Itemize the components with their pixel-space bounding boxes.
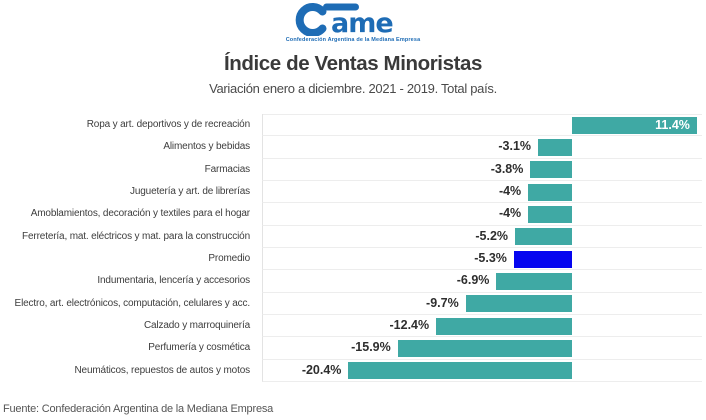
category-label: Alimentos y bebidas (163, 141, 250, 153)
value-label: -9.7% (426, 295, 459, 310)
category-label: Ropa y art. deportivos y de recreación (86, 119, 250, 130)
value-label: -4% (498, 183, 522, 198)
bar-row: Farmacias -3.8% (0, 158, 702, 181)
value-label: -12.4% (389, 317, 430, 332)
plot-cell: -6.9% (262, 270, 702, 293)
bar-row: Indumentaria, lencería y accesorios -6.9% (0, 270, 702, 293)
bar (496, 272, 572, 290)
category-label: Indumentaria, lencería y accesorios (97, 275, 250, 287)
bar-row: Amoblamientos, decoración y textiles par… (0, 203, 702, 226)
bar-row: Neumáticos, repuestos de autos y motos -2… (0, 359, 702, 382)
value-label: -3.1% (498, 139, 532, 154)
category-label: Juguetería y art. de librerías (129, 185, 250, 197)
chart-subtitle: Variación enero a diciembre. 2021 - 2019… (209, 81, 497, 96)
plot-cell: -5.2% (262, 225, 702, 248)
bar (528, 205, 572, 223)
bar-row: Alimentos y bebidas -3.1% (0, 136, 702, 159)
bar-row: Ferretería, mat. eléctricos y mat. para … (0, 225, 702, 248)
plot-cell: -4% (262, 180, 702, 204)
plot-cell: -4% (262, 203, 702, 226)
category-label: Amoblamientos, decoración y textiles par… (30, 208, 250, 220)
value-label: -5.2% (475, 228, 509, 243)
source-note: Fuente: Confederación Argentina de la Me… (3, 403, 274, 415)
plot-cell: -15.9% (262, 337, 702, 360)
plot-cell: -3.8% (262, 158, 702, 181)
plot-cell: -3.1% (262, 136, 702, 159)
category-label: Electro, art. electrónicos, computación,… (14, 297, 251, 309)
bar (528, 183, 572, 201)
bar (436, 317, 572, 335)
value-label: -4% (498, 206, 522, 221)
bar (538, 138, 572, 156)
plot-top-gridline (262, 114, 702, 115)
category-label: Ferretería, mat. eléctricos y mat. para … (22, 230, 250, 242)
svg-text:ame: ame (331, 8, 393, 36)
plot-cell: 11.4% (262, 114, 702, 137)
value-label: -3.8% (490, 161, 524, 176)
bar (515, 228, 572, 246)
value-label: 11.4% (655, 117, 690, 132)
plot-cell: -9.7% (262, 292, 702, 315)
value-label: -5.3% (474, 250, 507, 265)
plot-cell: -5.3% (262, 247, 702, 271)
bar (348, 362, 572, 380)
came-logo: ame Confederación Argentina de la Median… (0, 2, 706, 43)
bar (513, 250, 572, 268)
logo-tagline: Confederación Argentina de la Mediana Em… (285, 37, 421, 43)
plot-cell: -20.4% (262, 359, 702, 382)
came-logo-icon: ame (295, 3, 394, 36)
bar-row: Electro, art. electrónicos, computación,… (0, 292, 702, 315)
value-label: -6.9% (456, 273, 490, 288)
chart-title: Índice de Ventas Minoristas (223, 52, 483, 75)
bar: 11.4% (572, 116, 697, 134)
bar-row: Perfumería y cosmética -15.9% (0, 337, 702, 360)
bar (397, 339, 572, 357)
value-label: -15.9% (351, 340, 391, 355)
bar (465, 295, 572, 313)
bar-row: Calzado y marroquinería -12.4% (0, 314, 702, 338)
value-label: -20.4% (301, 362, 342, 377)
bar (530, 161, 572, 179)
category-label: Neumáticos, repuestos de autos y motos (74, 364, 250, 376)
category-label: Promedio (208, 252, 250, 264)
plot-cell: -12.4% (262, 314, 702, 338)
bar-row: Juguetería y art. de librerías -4% (0, 180, 702, 204)
bar-chart: Ropa y art. deportivos y de recreación 11… (0, 114, 702, 382)
category-label: Farmacias (204, 163, 250, 175)
category-label: Perfumería y cosmética (148, 342, 250, 354)
bar-row: Promedio -5.3% (0, 247, 702, 271)
category-label: Calzado y marroquinería (143, 319, 250, 331)
bar-row: Ropa y art. deportivos y de recreación 11… (0, 114, 702, 137)
